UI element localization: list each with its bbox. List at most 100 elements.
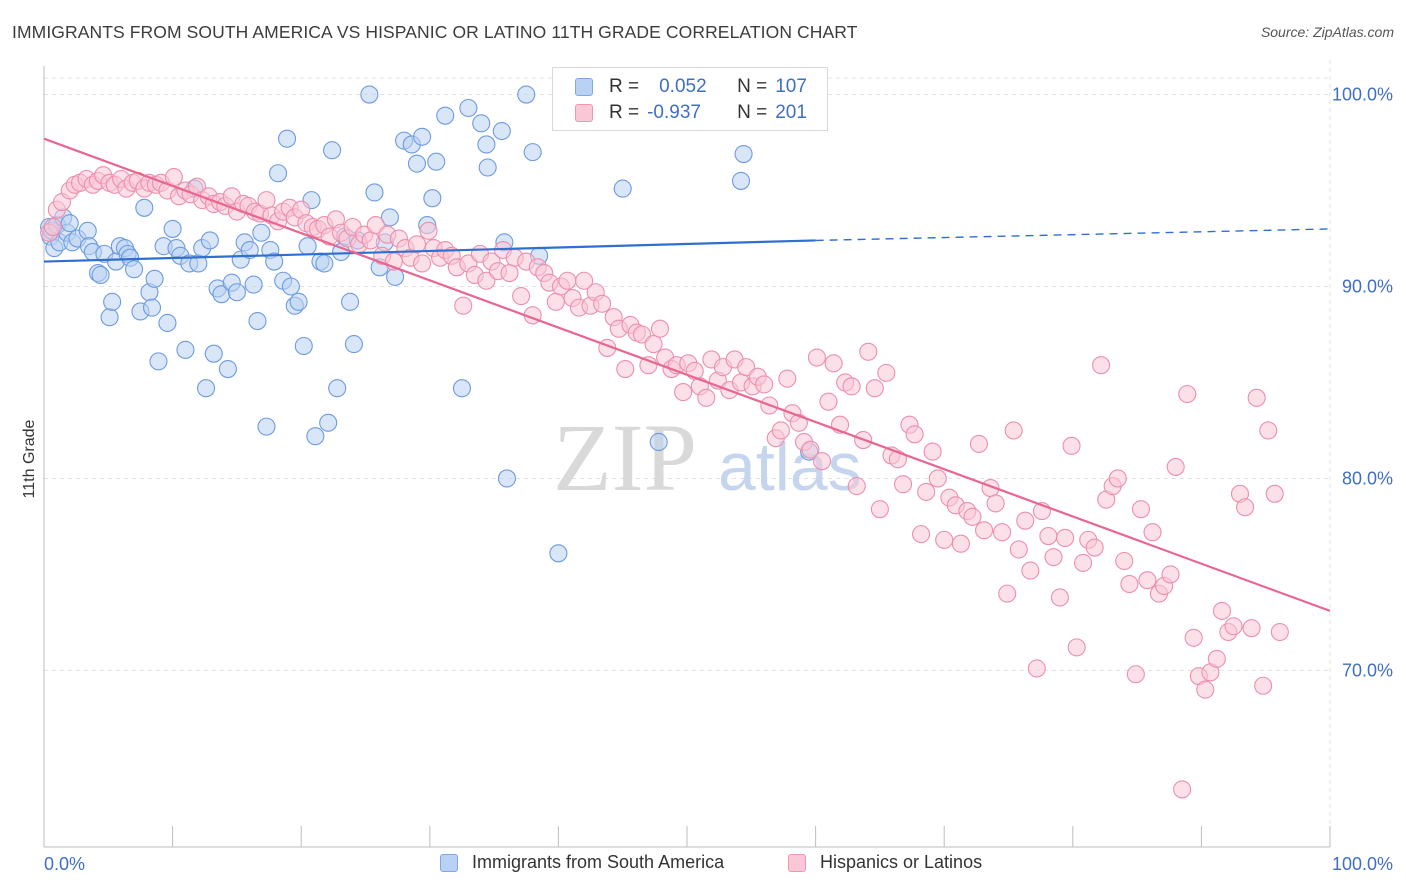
- x-tick-label-left: 0.0%: [44, 854, 85, 874]
- point-hispanic: [993, 523, 1012, 542]
- point-hispanic: [935, 530, 954, 549]
- point-hispanic: [951, 534, 970, 553]
- legend-n-label: N =: [737, 102, 768, 123]
- point-hispanic: [632, 325, 652, 344]
- point-south-america: [549, 544, 568, 563]
- point-south-america: [315, 254, 334, 273]
- point-hispanic: [1074, 553, 1093, 572]
- point-south-america: [103, 292, 122, 311]
- point-hispanic: [575, 271, 594, 290]
- watermark: ZIP atlas: [553, 404, 862, 511]
- point-hispanic: [905, 425, 924, 444]
- point-south-america: [497, 469, 517, 488]
- point-hispanic: [1016, 511, 1035, 530]
- point-hispanic: [593, 294, 612, 313]
- point-south-america: [294, 336, 313, 356]
- point-hispanic: [1004, 421, 1023, 440]
- point-hispanic: [477, 271, 496, 290]
- point-hispanic: [1212, 601, 1232, 620]
- point-hispanic: [969, 434, 988, 453]
- point-hispanic: [1236, 498, 1255, 517]
- legend-row-pink: R = -0.937 N = 201: [575, 101, 807, 125]
- point-hispanic: [870, 500, 889, 519]
- point-hispanic: [43, 217, 63, 237]
- point-south-america: [248, 312, 267, 331]
- point-hispanic: [917, 482, 936, 501]
- point-hispanic: [975, 521, 994, 540]
- point-hispanic: [755, 375, 774, 394]
- legend-r-label: R =: [609, 102, 640, 123]
- point-south-america: [344, 335, 363, 354]
- x-tick-label-right: 100.0%: [1332, 854, 1393, 874]
- point-south-america: [145, 269, 164, 288]
- legend-r-value: 0.052: [659, 76, 707, 97]
- point-hispanic: [1138, 571, 1157, 590]
- point-south-america: [380, 208, 399, 227]
- point-hispanic: [512, 287, 531, 306]
- point-south-america: [196, 379, 216, 398]
- point-south-america: [124, 260, 144, 279]
- point-hispanic: [888, 450, 907, 469]
- point-hispanic: [413, 254, 432, 273]
- point-hispanic: [1242, 619, 1261, 638]
- point-south-america: [269, 164, 288, 183]
- point-hispanic: [1173, 780, 1192, 799]
- trend-lines: [43, 137, 1331, 612]
- point-hispanic: [558, 271, 577, 290]
- y-tick-label: 100.0%: [1332, 85, 1393, 105]
- point-south-america: [341, 292, 360, 311]
- legend-r-label: R =: [609, 76, 640, 97]
- point-south-america: [649, 432, 668, 452]
- point-hispanic: [697, 388, 716, 407]
- point-hispanic: [737, 358, 756, 377]
- tick-labels: 100.0% 90.0% 80.0% 70.0% 0.0% 100.0%: [44, 85, 1393, 874]
- legend-swatch-blue: [575, 78, 593, 96]
- point-south-america: [306, 427, 325, 446]
- legend-swatch-blue: [440, 853, 458, 872]
- point-hispanic: [1247, 388, 1266, 407]
- point-hispanic: [1085, 538, 1104, 557]
- point-hispanic: [1050, 588, 1069, 607]
- point-south-america: [204, 344, 223, 363]
- point-hispanic: [1092, 356, 1111, 375]
- point-hispanic: [257, 191, 276, 210]
- series-legend: Immigrants from South America Hispanics …: [0, 852, 1406, 876]
- point-hispanic: [1044, 548, 1063, 567]
- point-hispanic: [366, 216, 385, 235]
- point-hispanic: [1067, 638, 1086, 657]
- point-south-america: [360, 85, 379, 104]
- point-south-america: [78, 221, 97, 240]
- point-south-america: [452, 379, 472, 398]
- point-hispanic: [859, 342, 878, 361]
- watermark-zip: ZIP: [553, 404, 697, 511]
- point-south-america: [613, 179, 632, 198]
- point-south-america: [252, 223, 271, 242]
- point-hispanic: [1126, 665, 1145, 684]
- point-hispanic: [847, 477, 866, 496]
- point-hispanic: [778, 369, 797, 388]
- point-south-america: [407, 154, 426, 173]
- point-hispanic: [998, 584, 1017, 603]
- point-south-america: [477, 135, 496, 154]
- point-hispanic: [1259, 421, 1278, 440]
- point-south-america: [423, 189, 442, 208]
- point-south-america: [413, 127, 432, 146]
- point-hispanic: [644, 335, 663, 354]
- y-tick-label: 80.0%: [1342, 468, 1393, 488]
- point-hispanic: [1056, 528, 1075, 548]
- point-hispanic: [419, 221, 438, 240]
- point-south-america: [436, 106, 455, 125]
- point-hispanic: [1161, 565, 1180, 584]
- point-hispanic: [1254, 676, 1273, 695]
- point-hispanic: [639, 356, 658, 375]
- point-south-america: [265, 252, 284, 271]
- point-hispanic: [616, 359, 635, 379]
- point-south-america: [289, 292, 308, 311]
- point-south-america: [176, 340, 195, 359]
- point-south-america: [142, 298, 162, 317]
- series-blue-points: [40, 85, 819, 563]
- point-hispanic: [1184, 628, 1203, 647]
- point-south-america: [278, 129, 297, 148]
- point-hispanic: [1115, 551, 1134, 571]
